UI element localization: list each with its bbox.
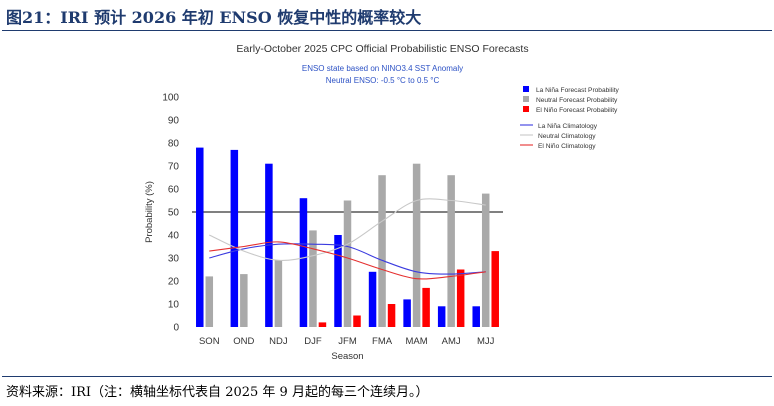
y-tick-label: 60 [168, 185, 180, 196]
y-tick-label: 100 [162, 93, 179, 104]
enso-forecast-chart: Early-October 2025 CPC Official Probabil… [144, 43, 620, 362]
legend-label: Neutral Climatology [538, 133, 596, 140]
bar-elnino-fma [387, 304, 396, 327]
x-tick-label: NDJ [269, 336, 288, 347]
bar-lanina-jfm [334, 235, 342, 327]
bar-lanina-mam [403, 299, 411, 327]
y-tick-label: 30 [168, 254, 180, 265]
bar-neutral-amj [447, 175, 455, 327]
chart-title: Early-October 2025 CPC Official Probabil… [236, 43, 528, 55]
x-tick-label: MJJ [477, 336, 495, 347]
bar-neutral-fma [378, 175, 386, 327]
y-tick-label: 80 [168, 139, 180, 150]
climatology-line-elnino [209, 241, 486, 280]
x-tick-label: JFM [338, 336, 357, 347]
y-tick-label: 10 [168, 300, 180, 311]
bar-neutral-ndj [274, 260, 283, 327]
bar-elnino-mam [422, 287, 430, 327]
x-tick-label: DJF [304, 336, 322, 347]
bar-elnino-jfm [353, 315, 361, 327]
bar-neutral-son [205, 276, 214, 327]
legend-label: El Niño Forecast Probability [536, 107, 618, 114]
source-rule [2, 376, 772, 377]
legend-label: El Niño Climatology [538, 143, 596, 150]
legend-swatch-elnino [523, 106, 529, 112]
bar-elnino-djf [318, 322, 327, 327]
source-note: 资料来源：IRI（注：横轴坐标代表自 2025 年 9 月起的每三个连续月。） [6, 385, 429, 400]
y-tick-label: 0 [173, 323, 179, 334]
x-axis-label: Season [331, 351, 363, 362]
bar-neutral-mjj [481, 193, 490, 327]
legend-swatch-neutral [523, 96, 529, 102]
figure-title: 图21：IRI 预计 2026 年初 ENSO 恢复中性的概率较大 [6, 8, 422, 27]
bar-lanina-fma [368, 271, 377, 327]
y-axis-label: Probability (%) [144, 181, 155, 243]
bar-lanina-ond [230, 149, 239, 327]
legend-label: La Niña Forecast Probability [536, 87, 620, 94]
chart-subtitle-0: ENSO state based on NINO3.4 SST Anomaly [302, 64, 463, 73]
bar-lanina-mjj [472, 306, 480, 327]
bar-elnino-amj [456, 269, 465, 327]
y-tick-label: 90 [168, 116, 180, 127]
legend-label: Neutral Forecast Probability [536, 97, 618, 104]
bar-neutral-jfm [343, 200, 352, 327]
x-tick-label: MAM [406, 336, 428, 347]
bar-neutral-djf [309, 230, 317, 327]
climatology-line-neutral [209, 198, 486, 261]
x-tick-label: FMA [372, 336, 393, 347]
bar-neutral-ond [240, 274, 248, 327]
legend-label: La Niña Climatology [538, 123, 598, 130]
bar-lanina-son [196, 147, 204, 327]
title-rule [2, 30, 772, 31]
bar-elnino-mjj [491, 251, 499, 327]
y-tick-label: 40 [168, 231, 180, 242]
legend-swatch-lanina [523, 86, 529, 92]
y-tick-label: 70 [168, 162, 180, 173]
bar-lanina-amj [437, 306, 446, 327]
y-tick-label: 50 [168, 208, 180, 219]
y-tick-label: 20 [168, 277, 180, 288]
bar-neutral-mam [412, 163, 421, 327]
climatology-line-lanina [209, 243, 486, 275]
bar-lanina-djf [299, 198, 308, 327]
x-tick-label: AMJ [442, 336, 461, 347]
chart-subtitle-1: Neutral ENSO: -0.5 °C to 0.5 °C [326, 76, 440, 85]
x-tick-label: OND [233, 336, 254, 347]
x-tick-label: SON [199, 336, 220, 347]
